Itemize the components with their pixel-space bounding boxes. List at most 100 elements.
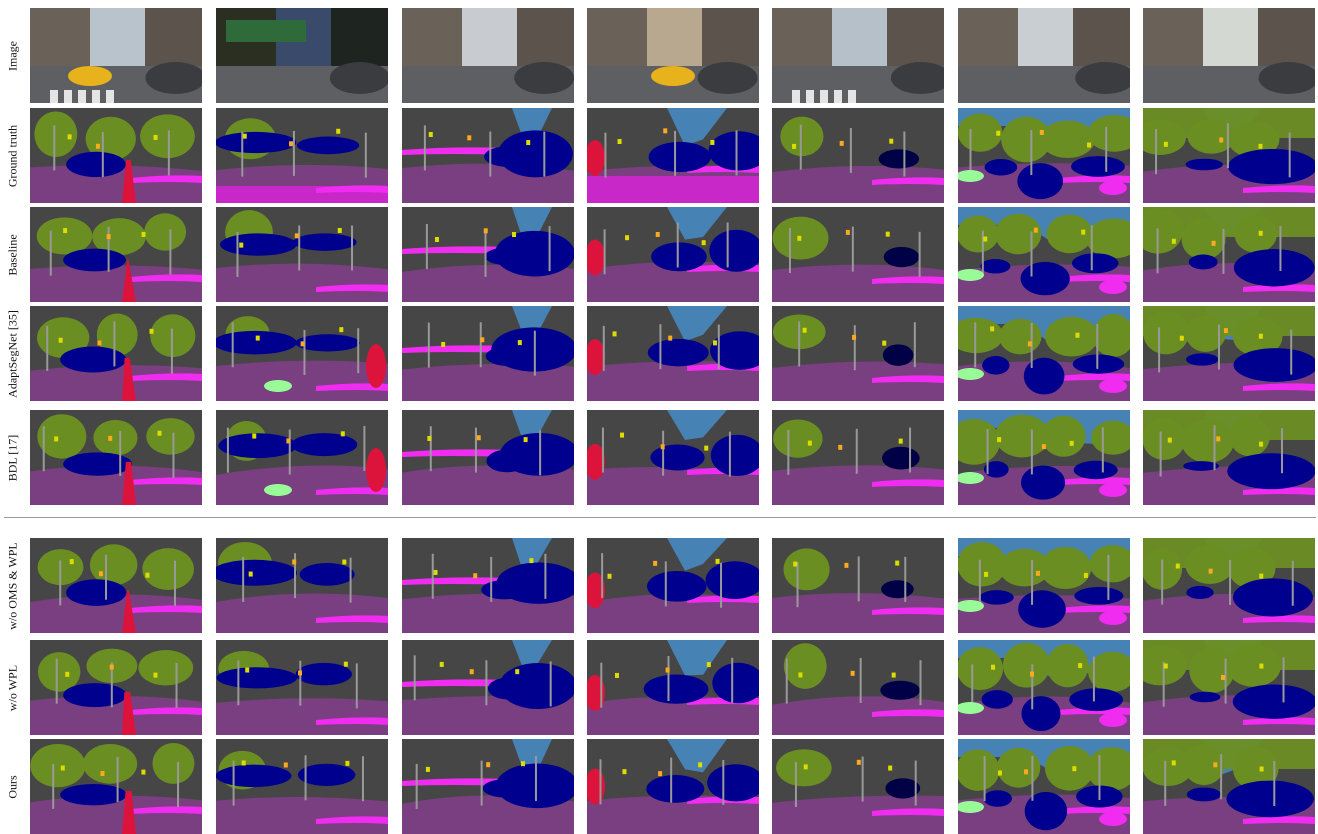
row-label: w/o WPL — [4, 640, 22, 735]
segmentation-map — [402, 410, 574, 505]
segmentation-map — [587, 207, 759, 302]
row-label-text: AdaptSegNet [35] — [5, 309, 20, 398]
segmentation-image — [772, 640, 944, 735]
segmentation-map — [958, 410, 1130, 505]
segmentation-map — [30, 108, 202, 203]
segmentation-image — [402, 306, 574, 401]
segmentation-map — [1143, 306, 1315, 401]
row-label-text: Ground truth — [5, 124, 20, 187]
segmentation-map — [1143, 108, 1315, 203]
row-label-text: Ours — [5, 774, 20, 799]
segmentation-map — [30, 538, 202, 633]
segmentation-image — [402, 410, 574, 505]
segmentation-map — [958, 108, 1130, 203]
segmentation-map — [772, 538, 944, 633]
segmentation-map — [30, 306, 202, 401]
segmentation-map — [587, 306, 759, 401]
row-label: Image — [4, 8, 22, 103]
segmentation-map — [402, 207, 574, 302]
segmentation-image — [402, 640, 574, 735]
input-photo — [958, 8, 1130, 103]
input-photo — [1143, 8, 1315, 103]
segmentation-map — [1143, 410, 1315, 505]
segmentation-image — [587, 306, 759, 401]
segmentation-image — [1143, 108, 1315, 203]
segmentation-image — [587, 538, 759, 633]
segmentation-image — [1143, 306, 1315, 401]
segmentation-image — [587, 640, 759, 735]
segmentation-image — [30, 739, 202, 834]
segmentation-map — [772, 306, 944, 401]
segmentation-map — [958, 306, 1130, 401]
segmentation-image — [30, 207, 202, 302]
segmentation-map — [958, 207, 1130, 302]
input-photo — [402, 8, 574, 103]
input-photo — [587, 8, 759, 103]
segmentation-map — [1143, 739, 1315, 834]
segmentation-map — [587, 538, 759, 633]
segmentation-image — [587, 207, 759, 302]
segmentation-map — [772, 640, 944, 735]
segmentation-map — [1143, 640, 1315, 735]
segmentation-image — [1143, 640, 1315, 735]
row-label: w/o OMS & WPL — [4, 538, 22, 633]
segmentation-image — [216, 207, 388, 302]
input-photo — [772, 8, 944, 103]
segmentation-map — [587, 108, 759, 203]
row-label-text: BDL [17] — [5, 434, 20, 481]
segmentation-map — [30, 640, 202, 735]
photo-image — [958, 8, 1130, 103]
segmentation-map — [1143, 207, 1315, 302]
segmentation-image — [772, 306, 944, 401]
photo-image — [772, 8, 944, 103]
segmentation-map — [402, 739, 574, 834]
photo-image — [402, 8, 574, 103]
segmentation-image — [958, 306, 1130, 401]
row-label: Ground truth — [4, 108, 22, 203]
segmentation-image — [30, 538, 202, 633]
photo-image — [216, 8, 388, 103]
row-label: Baseline — [4, 207, 22, 302]
segmentation-image — [30, 108, 202, 203]
row-label: BDL [17] — [4, 410, 22, 505]
segmentation-image — [216, 640, 388, 735]
segmentation-image — [587, 108, 759, 203]
segmentation-image — [958, 640, 1130, 735]
segmentation-map — [216, 207, 388, 302]
segmentation-map — [30, 410, 202, 505]
segmentation-map — [30, 207, 202, 302]
segmentation-image — [402, 108, 574, 203]
segmentation-image — [216, 108, 388, 203]
segmentation-image — [772, 108, 944, 203]
segmentation-image — [958, 410, 1130, 505]
segmentation-map — [216, 739, 388, 834]
segmentation-map — [587, 410, 759, 505]
segmentation-image — [587, 739, 759, 834]
segmentation-image — [30, 640, 202, 735]
segmentation-image — [402, 739, 574, 834]
input-photo — [30, 8, 202, 103]
segmentation-map — [216, 108, 388, 203]
segmentation-map — [772, 410, 944, 505]
segmentation-map — [772, 108, 944, 203]
segmentation-map — [30, 739, 202, 834]
segmentation-map — [216, 410, 388, 505]
segmentation-image — [216, 538, 388, 633]
segmentation-image — [772, 410, 944, 505]
segmentation-image — [216, 739, 388, 834]
section-divider — [4, 517, 1316, 518]
segmentation-image — [958, 739, 1130, 834]
input-photo — [216, 8, 388, 103]
segmentation-image — [958, 538, 1130, 633]
segmentation-image — [402, 538, 574, 633]
row-label-text: Image — [5, 40, 20, 71]
segmentation-map — [772, 207, 944, 302]
photo-image — [1143, 8, 1315, 103]
segmentation-image — [772, 538, 944, 633]
segmentation-map — [216, 306, 388, 401]
segmentation-image — [587, 410, 759, 505]
segmentation-image — [772, 739, 944, 834]
segmentation-image — [30, 306, 202, 401]
segmentation-map — [587, 739, 759, 834]
